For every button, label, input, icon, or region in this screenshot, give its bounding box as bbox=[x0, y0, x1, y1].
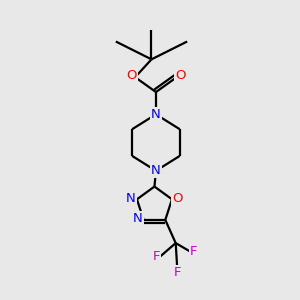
Text: F: F bbox=[153, 250, 160, 263]
Text: N: N bbox=[151, 164, 161, 177]
Text: O: O bbox=[175, 70, 186, 83]
Text: F: F bbox=[190, 245, 197, 258]
Text: N: N bbox=[133, 212, 142, 225]
Text: O: O bbox=[172, 192, 183, 205]
Text: N: N bbox=[126, 192, 136, 205]
Text: F: F bbox=[173, 266, 181, 279]
Text: O: O bbox=[126, 70, 137, 83]
Text: N: N bbox=[151, 108, 161, 121]
